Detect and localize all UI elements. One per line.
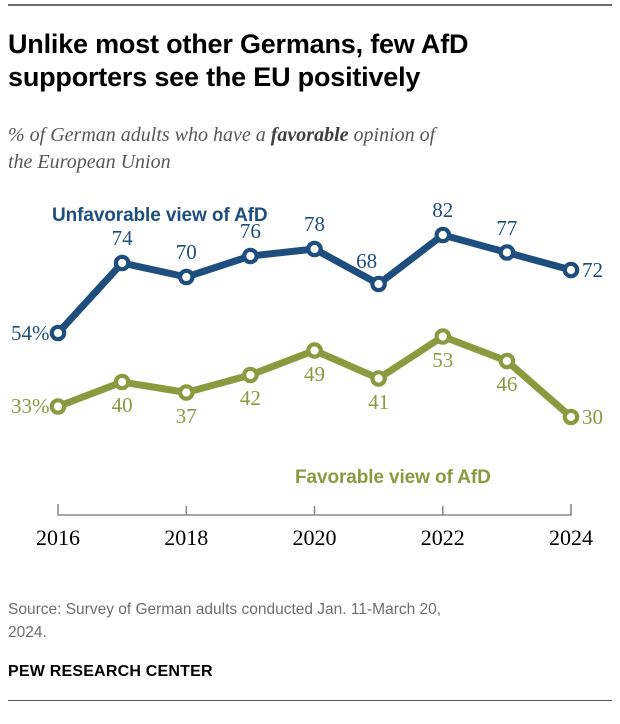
- chart-svg: [49, 226, 580, 516]
- data-point-label: 46: [496, 372, 518, 396]
- data-point-marker: [562, 261, 580, 279]
- data-point-label: 78: [304, 212, 325, 236]
- x-tick-label: 2016: [36, 525, 80, 550]
- data-point-label: 74: [111, 226, 133, 250]
- data-point-label: 70: [175, 240, 197, 264]
- data-point-label: 37: [175, 403, 197, 428]
- data-point-marker: [562, 408, 580, 426]
- data-point-label: 53: [432, 347, 454, 372]
- data-point-marker: [178, 384, 195, 401]
- data-point-marker: [113, 254, 131, 272]
- x-tick-label: 2022: [420, 525, 465, 550]
- data-point-marker: [306, 342, 323, 359]
- data-point-label: 30: [582, 404, 603, 429]
- data-point-label: 40: [111, 393, 133, 417]
- legend-unfavorable-label: Unfavorable view of AfD: [52, 205, 268, 226]
- data-point-marker: [434, 226, 452, 244]
- data-point-label: 49: [304, 361, 325, 386]
- data-point-marker: [306, 240, 323, 258]
- data-point-label: 76: [239, 219, 261, 243]
- data-point-label: 33%: [11, 394, 50, 418]
- data-point-label: 54%: [11, 320, 50, 345]
- data-point-marker: [178, 268, 195, 286]
- chart-subtitle: % of German adults who have a favorable …: [8, 122, 598, 176]
- x-tick-label: 2020: [292, 525, 337, 550]
- top-divider: [8, 4, 612, 6]
- bottom-divider: [8, 700, 612, 701]
- data-point-label: 82: [432, 198, 454, 222]
- data-point-marker: [49, 398, 67, 415]
- source-note: Source: Survey of German adults conducte…: [8, 601, 442, 641]
- subtitle-emphasis: favorable: [270, 124, 349, 146]
- page-title: Unlike most other Germans, few AfD suppo…: [8, 29, 469, 92]
- data-point-marker: [113, 373, 131, 391]
- legend-favorable-label: Favorable view of AfD: [295, 467, 491, 488]
- x-tick-label: 2024: [549, 525, 593, 550]
- data-point-label: 41: [368, 389, 390, 414]
- data-point-label: 77: [496, 215, 518, 240]
- data-point-label: 68: [356, 249, 378, 273]
- data-point-marker: [434, 328, 452, 345]
- data-point-marker: [49, 324, 67, 342]
- subtitle-part-1: % of German adults who have a: [8, 124, 271, 146]
- data-point-marker: [242, 366, 259, 384]
- brand-label: PEW RESEARCH CENTER: [8, 663, 213, 680]
- data-point-marker: [370, 275, 387, 293]
- data-point-marker: [370, 370, 387, 387]
- data-point-marker: [498, 352, 516, 370]
- subtitle-part-2: opinion of the European Union: [8, 124, 436, 173]
- data-point-label: 72: [582, 257, 603, 282]
- x-tick-label: 2018: [164, 525, 209, 550]
- line-chart: Unfavorable view of AfD Favorable view o…: [0, 195, 620, 555]
- data-point-marker: [242, 247, 259, 265]
- data-point-marker: [498, 244, 516, 261]
- data-point-label: 42: [239, 386, 261, 410]
